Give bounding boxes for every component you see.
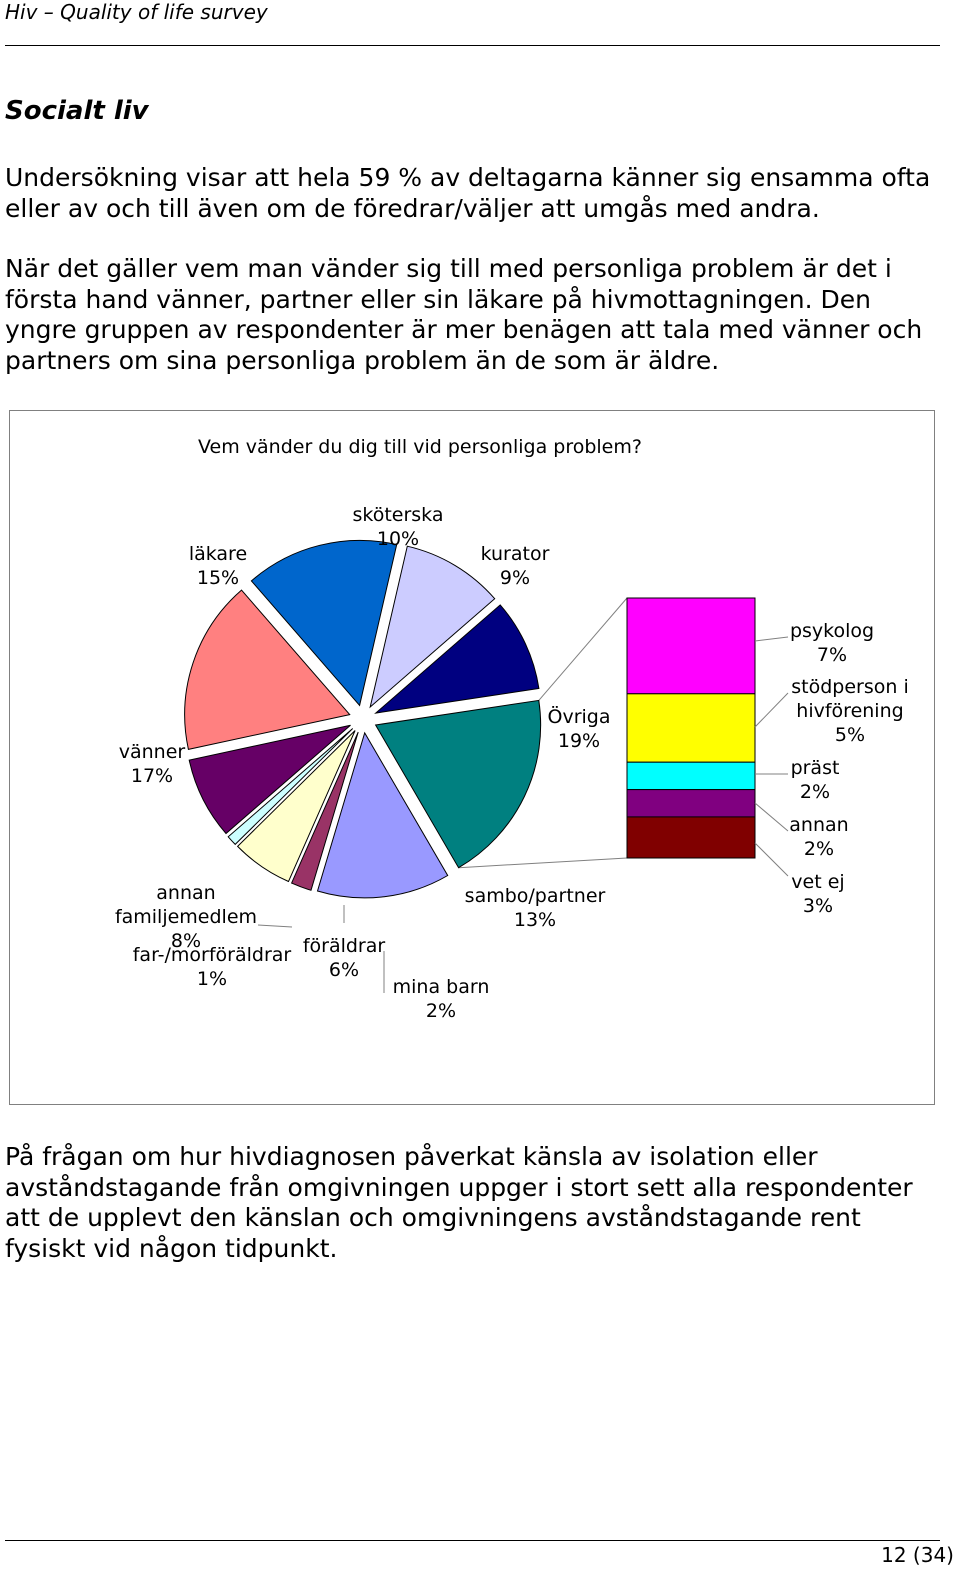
bar-segment-stodperson <box>626 693 756 763</box>
pie-slice-sambo <box>316 731 449 899</box>
bar-label-annan: annan 2% <box>789 814 848 860</box>
slice-label-foraldrar: föräldrar 6% <box>303 935 386 981</box>
slice-labels: sköterska 10% kurator 9% Övriga 19% sambo/part… <box>115 504 909 1022</box>
footer-rule <box>5 1540 940 1541</box>
chart-title: Vem vänder du dig till vid personliga pr… <box>198 436 642 458</box>
bar-label-vetej: vet ej 3% <box>791 871 844 917</box>
bar-label-prast: präst 2% <box>791 757 840 803</box>
pie-slice-foraldrar <box>236 730 356 883</box>
page-number: 12 (34) <box>881 1543 954 1567</box>
pie-slice-lakare <box>250 539 398 707</box>
bar-label-stodperson: stödperson i hivförening 5% <box>791 676 908 746</box>
slice-label-kurator: kurator 9% <box>481 543 550 589</box>
slice-label-vanner: vänner 17% <box>119 741 186 787</box>
bar-segment-psykolog <box>626 597 756 695</box>
bar-segment-prast <box>626 761 756 791</box>
section-title: Socialt liv <box>5 96 149 126</box>
chart-frame: Vem vänder du dig till vid personliga pr… <box>9 410 935 1105</box>
bar-leader-vetej <box>754 842 789 877</box>
pie-slice-annanfam <box>188 724 351 835</box>
paragraph-isolation: På frågan om hur hivdiagnosen påverkat k… <box>5 1142 913 1263</box>
header-title: Hiv – Quality of life survey <box>5 0 268 24</box>
pie-of-bar-chart: Vem vänder du dig till vid personliga pr… <box>115 436 909 1022</box>
label-leader-lines <box>257 636 789 993</box>
bar-segment-annan <box>626 789 756 818</box>
header-rule <box>5 45 940 46</box>
bar-label-psykolog: psykolog 7% <box>790 620 874 666</box>
slice-label-ovriga: Övriga 19% <box>548 705 611 752</box>
slice-label-skoterska: sköterska 10% <box>352 504 443 550</box>
slice-label-lakare: läkare 15% <box>189 543 247 589</box>
pie-slice-skoterska <box>369 545 496 709</box>
bar-segment-vetej <box>626 816 756 859</box>
bar-leader-annan <box>754 802 789 832</box>
leader-line-annanfam <box>257 924 293 928</box>
connector-bottom <box>458 857 628 869</box>
slice-label-annanfam: annan familjemedlem 8% <box>115 882 257 952</box>
paragraph-personal-problems: När det gäller vem man vänder sig till m… <box>5 254 923 375</box>
breakout-bar <box>626 597 756 859</box>
bar-leader-psykolog <box>754 636 789 642</box>
pie-slice-farmor <box>227 728 354 846</box>
slice-label-sambo: sambo/partner 13% <box>465 885 606 931</box>
bar-leader-stodperson <box>754 692 789 728</box>
slice-label-minabarn: mina barn 2% <box>393 976 490 1022</box>
pie-slice-ovriga <box>374 699 542 869</box>
pie-slices <box>184 539 542 899</box>
pie-slice-vanner <box>184 589 351 750</box>
paragraph-loneliness: Undersökning visar att hela 59 % av delt… <box>5 163 931 223</box>
breakout-connectors <box>458 597 628 869</box>
pie-slice-kurator <box>374 604 540 714</box>
connector-top <box>538 597 628 701</box>
pie-slice-minabarn <box>290 731 359 891</box>
slice-label-farmor: far-/morföräldrar 1% <box>133 944 292 990</box>
